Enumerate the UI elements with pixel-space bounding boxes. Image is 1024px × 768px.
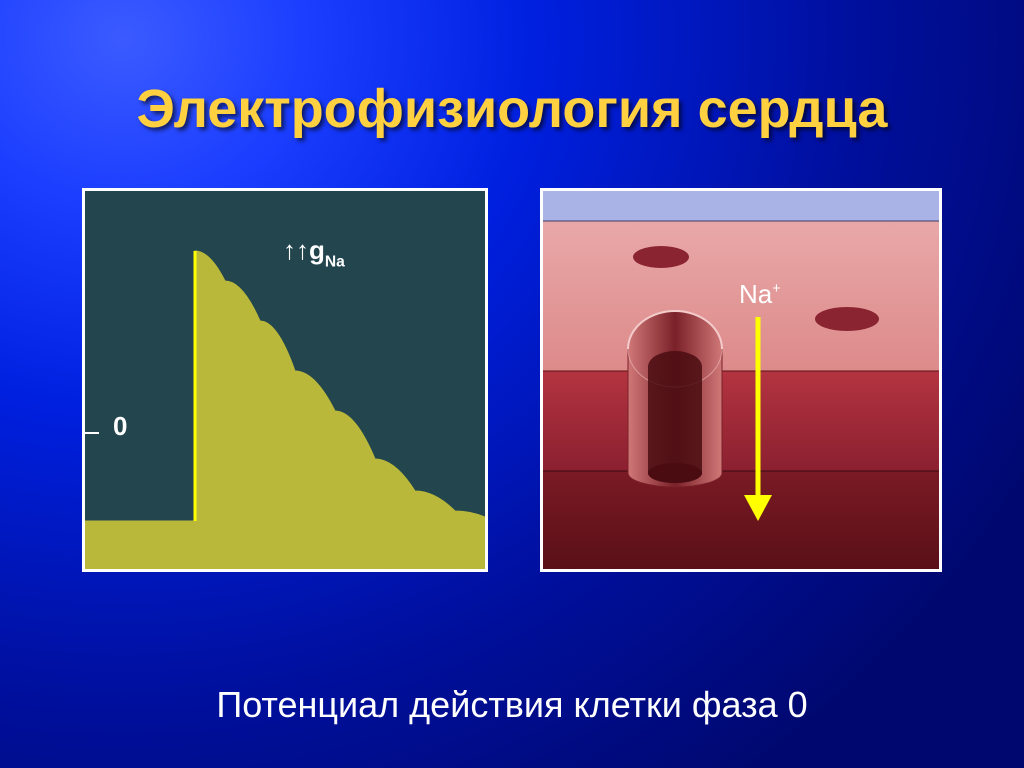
slide-title: Электрофизиология сердца xyxy=(0,78,1024,140)
slide: Электрофизиология сердца 0↑↑gNa Na+ Поте… xyxy=(0,0,1024,768)
right-diagram-panel: Na+ xyxy=(540,188,942,572)
left-chart-panel: 0↑↑gNa xyxy=(82,188,488,572)
svg-text:0: 0 xyxy=(113,411,127,441)
panels-row: 0↑↑gNa Na+ xyxy=(82,188,942,572)
membrane-channel-diagram: Na+ xyxy=(543,191,939,569)
action-potential-chart: 0↑↑gNa xyxy=(85,191,485,569)
slide-caption: Потенциал действия клетки фаза 0 xyxy=(0,684,1024,726)
